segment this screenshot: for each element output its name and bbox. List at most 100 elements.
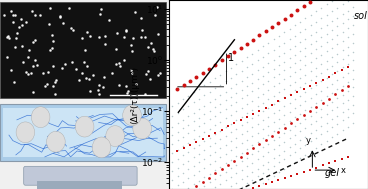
Point [191,111,197,114]
Point [212,150,218,153]
Point [281,157,287,160]
Point [339,89,344,92]
Point [255,149,261,152]
Point [4,56,10,59]
Point [335,88,340,91]
Point [302,143,308,146]
Point [233,100,239,103]
Point [180,136,186,139]
Point [297,157,303,160]
Point [95,88,100,91]
Point [329,82,335,85]
Point [185,104,191,107]
Point [324,129,330,132]
Point [96,83,102,86]
Point [174,157,180,160]
Point [32,39,38,42]
Point [332,72,338,75]
Point [196,97,202,100]
Point [223,179,229,182]
Point [200,180,206,183]
Point [185,94,191,97]
Point [191,173,197,176]
Point [244,182,250,185]
Point [238,178,244,181]
Point [191,147,197,150]
Point [174,150,180,153]
Point [281,87,287,90]
Point [281,60,287,63]
Point [16,25,22,28]
Point [270,164,276,167]
Point [238,142,244,145]
Point [313,119,319,122]
Point [351,14,357,17]
Point [340,93,346,96]
Point [79,72,85,75]
Point [249,170,255,174]
Point [308,51,314,54]
Point [233,83,239,86]
FancyBboxPatch shape [0,2,166,98]
Point [313,129,319,132]
Point [281,132,287,135]
Point [249,108,255,111]
Point [313,84,319,87]
Point [281,78,287,81]
Point [297,94,303,97]
Point [181,147,187,150]
Point [319,17,325,20]
Point [340,111,346,114]
Point [101,76,107,79]
Point [276,126,282,129]
Point [238,124,244,127]
Point [329,20,335,23]
Point [297,85,303,88]
Point [345,45,351,48]
Point [288,94,294,97]
Point [206,118,212,121]
Point [8,68,14,71]
Point [307,1,313,4]
Point [45,70,51,73]
Point [297,103,303,106]
Point [194,75,199,78]
Point [332,160,338,163]
Point [13,37,18,40]
FancyBboxPatch shape [0,104,166,161]
Point [250,147,256,150]
Point [345,115,351,118]
Point [276,171,282,174]
Point [200,71,206,74]
Point [128,44,134,47]
Point [270,76,276,79]
Point [196,87,202,90]
Point [287,128,293,131]
Point [250,112,256,115]
Point [345,54,351,57]
Point [228,76,234,79]
Point [212,77,218,80]
Point [217,147,223,150]
Point [212,106,218,109]
Point [345,81,351,84]
Point [287,65,293,68]
Point [255,86,261,89]
Point [287,84,293,87]
Point [281,96,287,99]
Point [84,64,89,67]
Point [255,158,261,161]
Point [270,112,276,115]
Point [223,80,229,83]
Point [196,179,202,182]
Point [276,100,282,103]
Point [83,76,89,79]
Point [129,49,135,52]
Point [238,155,244,158]
Point [263,30,269,33]
Circle shape [106,126,124,146]
Point [169,178,175,181]
Point [169,134,175,137]
Point [206,80,212,83]
Point [57,14,63,17]
